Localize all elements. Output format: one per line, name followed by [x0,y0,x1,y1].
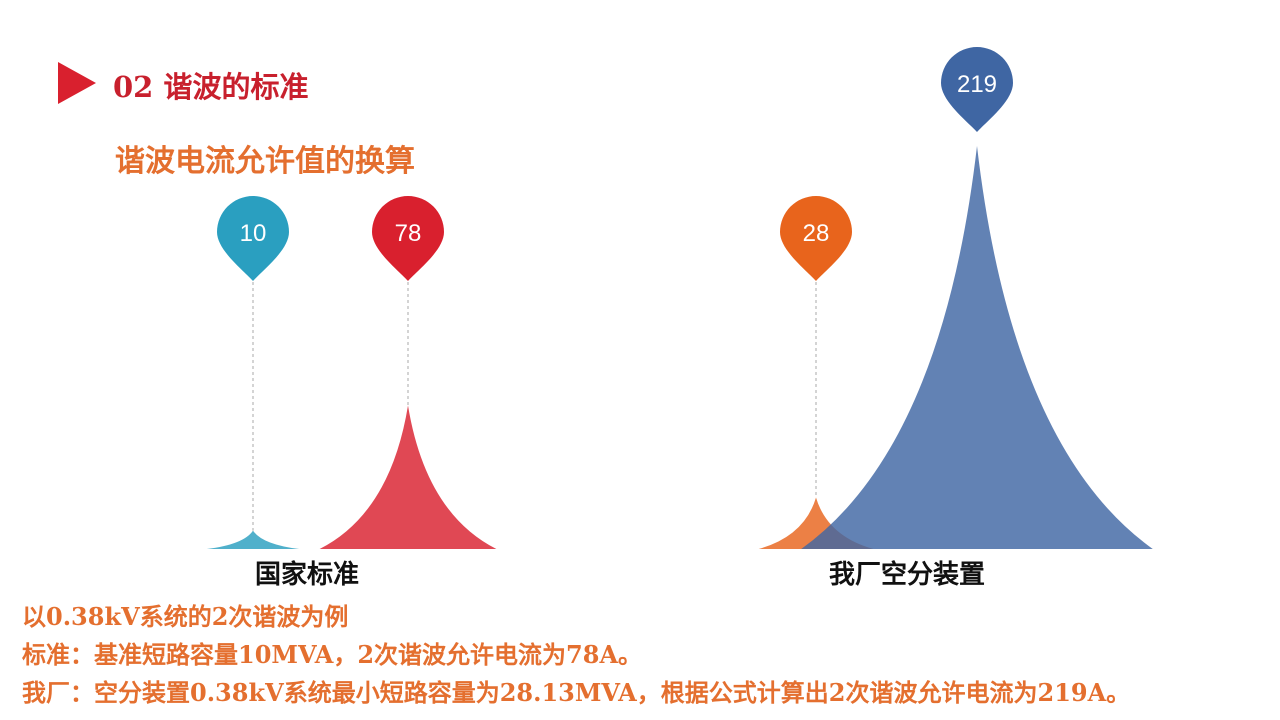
peak-shape [319,405,497,549]
peak-shape [801,146,1153,549]
note-line: 以0.38kV系统的2次谐波为例 [22,602,349,631]
category-label: 我厂空分装置 [829,559,985,590]
harmonic-chart: 10 78 国家标准 28 219 我厂空分装置 [206,47,1153,590]
note-line: 标准：基准短路容量10MVA，2次谐波允许电流为78A。 [22,640,643,669]
data-label: 219 [957,71,997,98]
data-label: 78 [395,220,422,247]
notes: 以0.38kV系统的2次谐波为例 标准：基准短路容量10MVA，2次谐波允许电流… [22,598,1130,712]
pin-marker-icon [941,47,1013,132]
category-label: 国家标准 [255,559,359,590]
peak-shape [758,497,874,549]
section-title: 02 谐波的标准 [113,70,309,104]
pin-marker-icon [217,196,289,281]
subtitle: 谐波电流允许值的换算 [115,144,415,179]
data-label: 28 [803,220,830,247]
pin-marker-icon [780,196,852,281]
data-label: 10 [240,220,267,247]
section-marker-icon [58,62,96,104]
pin-marker-icon [372,196,444,281]
peak-shape [206,530,300,549]
note-line: 我厂：空分装置0.38kV系统最小短路容量为28.13MVA，根据公式计算出2次… [22,678,1131,707]
